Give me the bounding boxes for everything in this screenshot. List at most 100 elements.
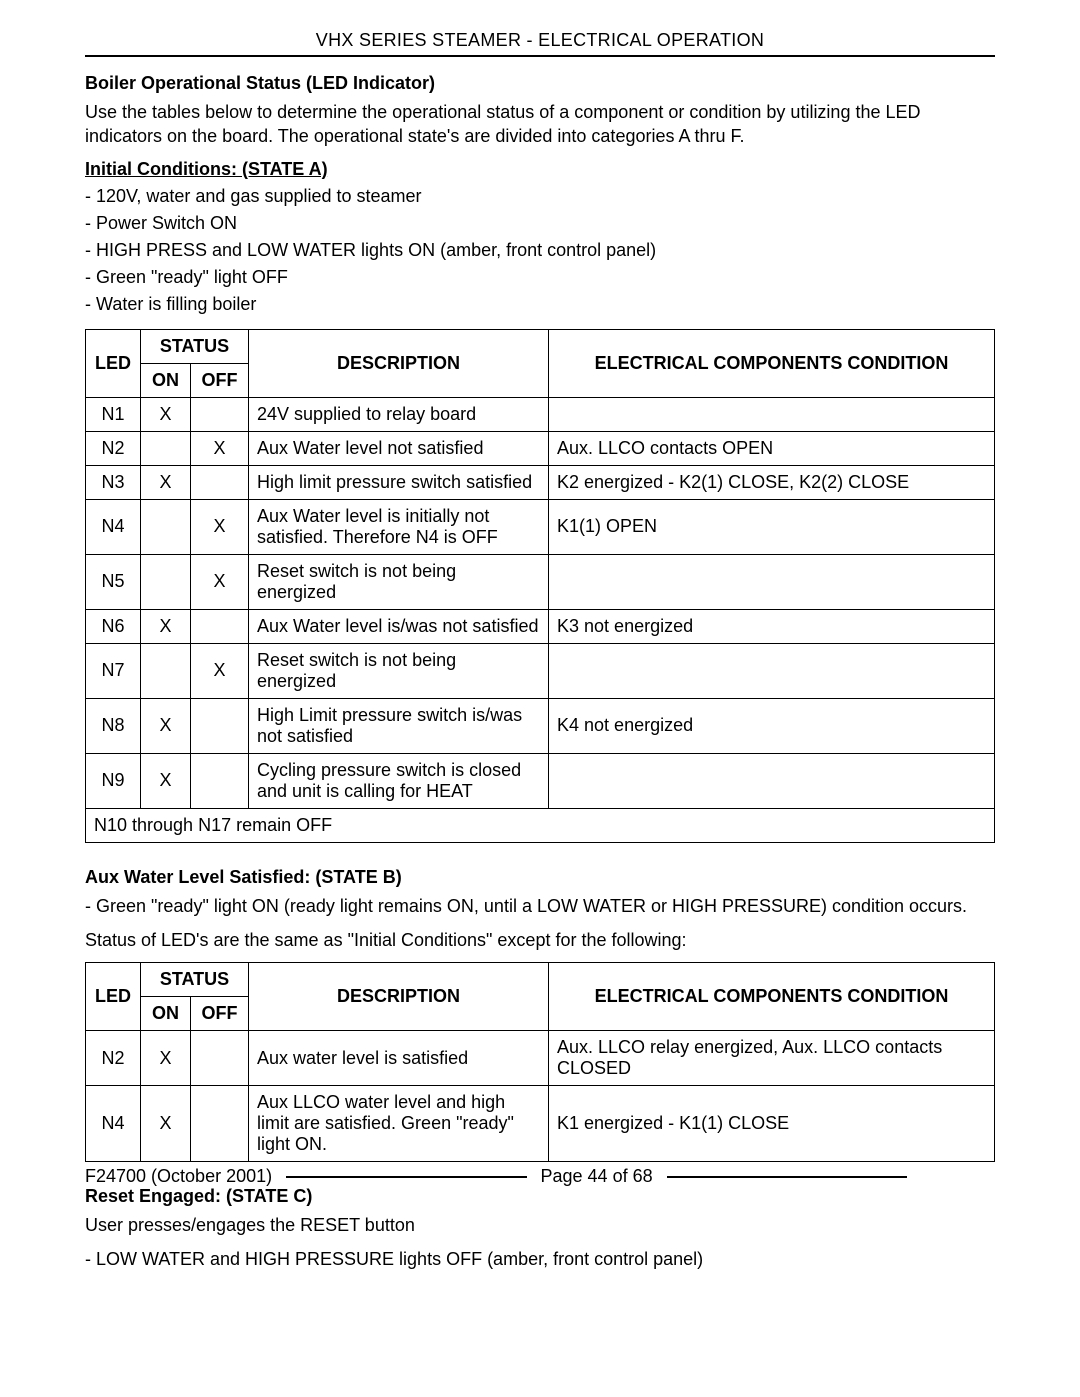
cell-desc: High limit pressure switch satisfied bbox=[249, 465, 549, 499]
th-on: ON bbox=[141, 363, 191, 397]
table-row: N2X Aux water level is satisfiedAux. LLCO… bbox=[86, 1031, 995, 1086]
cell-on: X bbox=[141, 397, 191, 431]
cell-led: N2 bbox=[86, 1031, 141, 1086]
cell-on: X bbox=[141, 1086, 191, 1162]
th-off: OFF bbox=[191, 997, 249, 1031]
cell-off: X bbox=[191, 431, 249, 465]
stateC-line2: - LOW WATER and HIGH PRESSURE lights OFF… bbox=[85, 1247, 995, 1271]
table-row: N1X 24V supplied to relay board bbox=[86, 397, 995, 431]
footer-rule bbox=[667, 1176, 907, 1178]
cell-on bbox=[141, 554, 191, 609]
cell-off bbox=[191, 609, 249, 643]
cell-cond: Aux. LLCO contacts OPEN bbox=[549, 431, 995, 465]
header-title: VHX SERIES STEAMER - ELECTRICAL OPERATIO… bbox=[316, 30, 764, 50]
th-cond: ELECTRICAL COMPONENTS CONDITION bbox=[549, 329, 995, 397]
cell-led: N3 bbox=[86, 465, 141, 499]
cell-desc: Reset switch is not being energized bbox=[249, 554, 549, 609]
th-off: OFF bbox=[191, 363, 249, 397]
cell-cond: K1 energized - K1(1) CLOSE bbox=[549, 1086, 995, 1162]
footer-page-mid: of bbox=[608, 1166, 633, 1186]
cell-desc: High Limit pressure switch is/was not sa… bbox=[249, 698, 549, 753]
cell-led: N9 bbox=[86, 753, 141, 808]
footer-page-prefix: Page bbox=[541, 1166, 588, 1186]
cell-cond bbox=[549, 643, 995, 698]
cell-desc: Reset switch is not being energized bbox=[249, 643, 549, 698]
cell-desc: Cycling pressure switch is closed and un… bbox=[249, 753, 549, 808]
cell-on: X bbox=[141, 753, 191, 808]
table-row: N3X High limit pressure switch satisfiedK… bbox=[86, 465, 995, 499]
page-header: VHX SERIES STEAMER - ELECTRICAL OPERATIO… bbox=[85, 30, 995, 57]
cell-on: X bbox=[141, 1031, 191, 1086]
table-row: N6X Aux Water level is/was not satisfiedK… bbox=[86, 609, 995, 643]
footer-rule bbox=[286, 1176, 526, 1178]
table-row: N9X Cycling pressure switch is closed and… bbox=[86, 753, 995, 808]
stateA-title: Initial Conditions: (STATE A) bbox=[85, 159, 995, 180]
th-on: ON bbox=[141, 997, 191, 1031]
footer-center: Page 44 of 68 bbox=[535, 1166, 659, 1187]
table-footer-row: N10 through N17 remain OFF bbox=[86, 808, 995, 842]
cell-on bbox=[141, 643, 191, 698]
table-footer-cell: N10 through N17 remain OFF bbox=[86, 808, 995, 842]
cell-cond bbox=[549, 753, 995, 808]
th-status: STATUS bbox=[141, 963, 249, 997]
stateB-table: LED STATUS DESCRIPTION ELECTRICAL COMPON… bbox=[85, 962, 995, 1162]
cell-cond: K1(1) OPEN bbox=[549, 499, 995, 554]
th-led: LED bbox=[86, 963, 141, 1031]
cell-off bbox=[191, 753, 249, 808]
th-desc: DESCRIPTION bbox=[249, 329, 549, 397]
section1-title: Boiler Operational Status (LED Indicator… bbox=[85, 73, 995, 94]
table-header-row: LED STATUS DESCRIPTION ELECTRICAL COMPON… bbox=[86, 329, 995, 363]
table-row: N8X High Limit pressure switch is/was not… bbox=[86, 698, 995, 753]
cell-desc: Aux water level is satisfied bbox=[249, 1031, 549, 1086]
footer-left: F24700 (October 2001) bbox=[85, 1166, 278, 1187]
cell-desc: Aux Water level not satisfied bbox=[249, 431, 549, 465]
cell-off: X bbox=[191, 499, 249, 554]
cell-cond bbox=[549, 397, 995, 431]
cell-off: X bbox=[191, 554, 249, 609]
stateC-title: Reset Engaged: (STATE C) bbox=[85, 1186, 995, 1207]
cell-off bbox=[191, 698, 249, 753]
cell-led: N7 bbox=[86, 643, 141, 698]
stateA-bullet: - Power Switch ON bbox=[85, 213, 995, 234]
cell-on: X bbox=[141, 609, 191, 643]
th-status: STATUS bbox=[141, 329, 249, 363]
cell-cond: K3 not energized bbox=[549, 609, 995, 643]
cell-on bbox=[141, 499, 191, 554]
table-header-row: LED STATUS DESCRIPTION ELECTRICAL COMPON… bbox=[86, 963, 995, 997]
cell-led: N4 bbox=[86, 499, 141, 554]
cell-led: N8 bbox=[86, 698, 141, 753]
cell-off bbox=[191, 397, 249, 431]
cell-led: N1 bbox=[86, 397, 141, 431]
th-led: LED bbox=[86, 329, 141, 397]
cell-led: N6 bbox=[86, 609, 141, 643]
table-row: N2 XAux Water level not satisfiedAux. LLC… bbox=[86, 431, 995, 465]
stateA-table: LED STATUS DESCRIPTION ELECTRICAL COMPON… bbox=[85, 329, 995, 843]
cell-cond: K2 energized - K2(1) CLOSE, K2(2) CLOSE bbox=[549, 465, 995, 499]
th-desc: DESCRIPTION bbox=[249, 963, 549, 1031]
stateB-line1: - Green "ready" light ON (ready light re… bbox=[85, 894, 995, 918]
cell-desc: 24V supplied to relay board bbox=[249, 397, 549, 431]
table-row: N4XAux Water level is initially not sati… bbox=[86, 499, 995, 554]
table-row: N7 XReset switch is not being energized bbox=[86, 643, 995, 698]
cell-desc: Aux Water level is/was not satisfied bbox=[249, 609, 549, 643]
cell-on: X bbox=[141, 465, 191, 499]
cell-led: N2 bbox=[86, 431, 141, 465]
cell-led: N5 bbox=[86, 554, 141, 609]
cell-off bbox=[191, 465, 249, 499]
table-row: N4XAux LLCO water level and high limit a… bbox=[86, 1086, 995, 1162]
footer-page-total: 68 bbox=[633, 1166, 653, 1186]
cell-off bbox=[191, 1031, 249, 1086]
cell-desc: Aux LLCO water level and high limit are … bbox=[249, 1086, 549, 1162]
cell-cond: K4 not energized bbox=[549, 698, 995, 753]
stateA-bullet: - HIGH PRESS and LOW WATER lights ON (am… bbox=[85, 240, 995, 261]
stateA-bullet: - Water is filling boiler bbox=[85, 294, 995, 315]
page-footer: F24700 (October 2001) Page 44 of 68 bbox=[85, 1166, 995, 1187]
cell-on: X bbox=[141, 698, 191, 753]
cell-cond: Aux. LLCO relay energized, Aux. LLCO con… bbox=[549, 1031, 995, 1086]
stateB-line2: Status of LED's are the same as "Initial… bbox=[85, 928, 995, 952]
cell-cond bbox=[549, 554, 995, 609]
stateA-bullet: - Green "ready" light OFF bbox=[85, 267, 995, 288]
footer-page-num: 44 bbox=[588, 1166, 608, 1186]
cell-off: X bbox=[191, 643, 249, 698]
stateA-bullet: - 120V, water and gas supplied to steame… bbox=[85, 186, 995, 207]
